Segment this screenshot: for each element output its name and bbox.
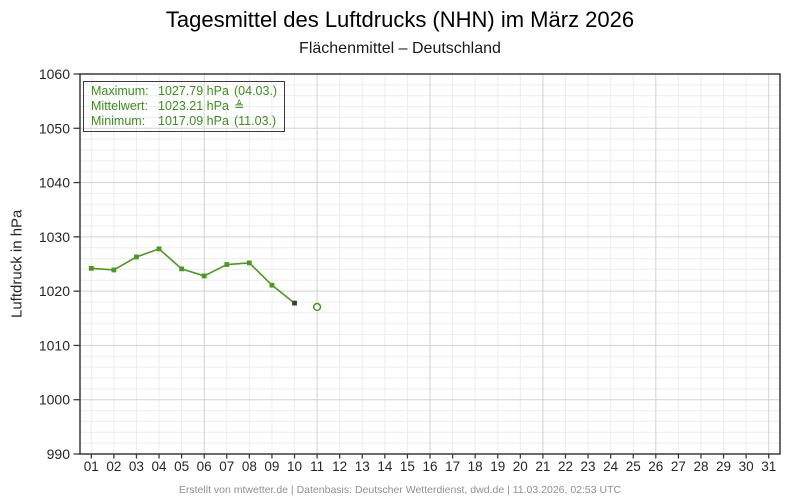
svg-text:29: 29	[716, 459, 731, 474]
legend-mean-label: Mittelwert:	[91, 99, 148, 113]
svg-text:25: 25	[626, 459, 641, 474]
svg-text:03: 03	[129, 459, 144, 474]
svg-text:1000: 1000	[39, 392, 70, 408]
svg-text:30: 30	[739, 459, 754, 474]
stats-legend-box: Maximum: 1027.79 hPa (04.03.) Mittelwert…	[83, 81, 286, 132]
svg-text:16: 16	[422, 459, 437, 474]
svg-text:1040: 1040	[39, 175, 70, 191]
legend-minimum-value: 1017.09 hPa	[158, 114, 229, 128]
svg-text:1030: 1030	[39, 229, 70, 245]
svg-text:1050: 1050	[39, 120, 70, 136]
legend-maximum-label: Maximum:	[91, 84, 149, 98]
svg-text:09: 09	[264, 459, 279, 474]
svg-text:07: 07	[219, 459, 234, 474]
chart-subtitle: Flächenmittel – Deutschland	[299, 40, 501, 57]
svg-text:06: 06	[197, 459, 212, 474]
svg-text:12: 12	[332, 459, 347, 474]
svg-text:08: 08	[242, 459, 257, 474]
y-axis-label: Luftdruck in hPa	[8, 209, 26, 319]
svg-text:22: 22	[558, 459, 573, 474]
legend-minimum-label: Minimum:	[91, 114, 146, 128]
svg-text:13: 13	[355, 459, 370, 474]
legend-mean-note: ≜	[234, 99, 245, 113]
svg-text:27: 27	[671, 459, 686, 474]
legend-minimum-note: (11.03.)	[234, 114, 277, 128]
svg-text:1060: 1060	[39, 66, 70, 82]
svg-text:28: 28	[693, 459, 708, 474]
svg-text:05: 05	[174, 459, 189, 474]
svg-text:18: 18	[468, 459, 483, 474]
svg-text:31: 31	[761, 459, 776, 474]
svg-text:17: 17	[445, 459, 460, 474]
svg-text:01: 01	[84, 459, 99, 474]
svg-text:1010: 1010	[39, 337, 70, 353]
svg-text:10: 10	[287, 459, 302, 474]
legend-maximum-value: 1027.79 hPa	[158, 84, 229, 98]
svg-text:26: 26	[648, 459, 663, 474]
svg-text:1020: 1020	[39, 283, 70, 299]
svg-text:23: 23	[581, 459, 596, 474]
svg-text:990: 990	[47, 446, 71, 462]
svg-text:11: 11	[310, 459, 324, 474]
svg-text:21: 21	[535, 459, 550, 474]
chart-title: Tagesmittel des Luftdrucks (NHN) im März…	[165, 7, 635, 32]
footer-credit: Erstellt von mtwetter.de | Datenbasis: D…	[178, 484, 622, 496]
svg-text:04: 04	[152, 459, 168, 474]
legend-maximum-note: (04.03.)	[234, 84, 278, 98]
svg-text:19: 19	[490, 459, 505, 474]
svg-text:15: 15	[400, 459, 415, 474]
svg-text:02: 02	[106, 459, 121, 474]
svg-text:14: 14	[377, 459, 393, 474]
svg-text:20: 20	[513, 459, 528, 474]
svg-text:24: 24	[603, 459, 619, 474]
legend-mean-value: 1023.21 hPa	[158, 99, 229, 113]
